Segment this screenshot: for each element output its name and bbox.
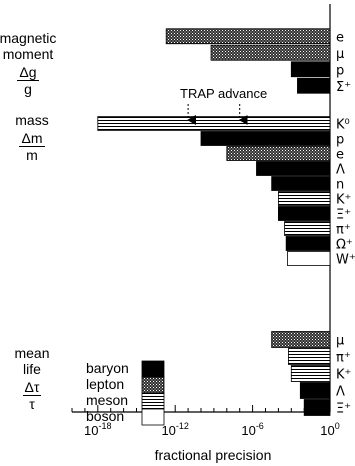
group-name-line: moment [2,46,54,62]
legend-swatch-boson [141,408,165,426]
x-axis-label: fractional precision [154,447,272,463]
particle-label: Ξ⁺ [336,208,351,223]
bar-lepton [226,146,331,161]
bar-lepton [271,331,331,348]
fraction-denominator: m [26,147,38,163]
particle-label: Λ [336,163,345,178]
bar-baryon [303,399,331,416]
particle-label: Σ⁺ [336,80,351,95]
bar-baryon [290,61,331,78]
x-tick-label: 10-18 [84,421,111,438]
trap-advance-annotation: TRAP advance [180,86,268,101]
bar-baryon [256,161,331,176]
bar-baryon [271,176,331,191]
fraction-numerator: Δτ [22,379,42,396]
bar-baryon [299,382,331,399]
particle-label: K⁺ [336,193,351,208]
bar-baryon [277,206,331,221]
legend-label: boson [86,408,125,424]
group-name-line: mass [15,112,49,128]
particle-label: μ [336,47,344,62]
group-name-line: mean [14,345,50,361]
bar-meson [97,116,331,131]
particle-label: n [336,178,344,193]
particle-label: Ξ⁺ [336,402,351,417]
particle-label: Λ [336,385,345,400]
fraction-numerator: Δg [17,64,39,81]
bar-baryon [285,236,331,251]
fraction-denominator: g [24,81,32,97]
legend-label: baryon [86,360,129,376]
fraction-denominator: τ [29,396,35,412]
particle-label: π⁺ [336,351,351,366]
particle-label: Ω⁺ [336,238,353,253]
x-tick-label: 100 [320,421,339,438]
bar-baryon [297,77,331,94]
particle-label: e [336,30,344,45]
x-tick-label: 10-6 [241,421,263,438]
bar-baryon [200,131,331,146]
group-name-line: life [23,361,41,377]
legend-label: meson [86,392,129,408]
particle-label: p [336,63,344,78]
particle-label: K⁰ [336,118,350,133]
particle-label: e [336,148,344,163]
bar-lepton [210,44,331,61]
particle-label: π⁺ [336,223,351,238]
legend-swatch-baryon [141,360,165,378]
bar-meson [284,221,331,236]
group-fraction: Δm m [19,130,45,163]
bar-meson [288,348,331,365]
bar-meson [277,191,331,206]
particle-label: K⁺ [336,368,351,383]
particle-label: μ [336,334,344,349]
legend-swatch-lepton [141,376,165,394]
group-name-line: magnetic [0,30,57,46]
particle-label: p [336,133,344,148]
legend-label: lepton [86,376,125,392]
group-label: mean life Δτ τ [0,345,64,412]
bar-boson [287,251,331,266]
bar-lepton [165,28,331,45]
particle-label: W⁺ [336,253,355,268]
x-tick-label: 10-12 [161,421,188,438]
group-label: mass Δm m [0,112,64,163]
fraction-numerator: Δm [19,130,45,147]
group-label: magnetic moment Δg g [0,30,60,97]
group-fraction: Δτ τ [22,379,42,412]
group-fraction: Δg g [17,64,39,97]
bar-meson [290,365,331,382]
legend-swatch-meson [141,392,165,410]
